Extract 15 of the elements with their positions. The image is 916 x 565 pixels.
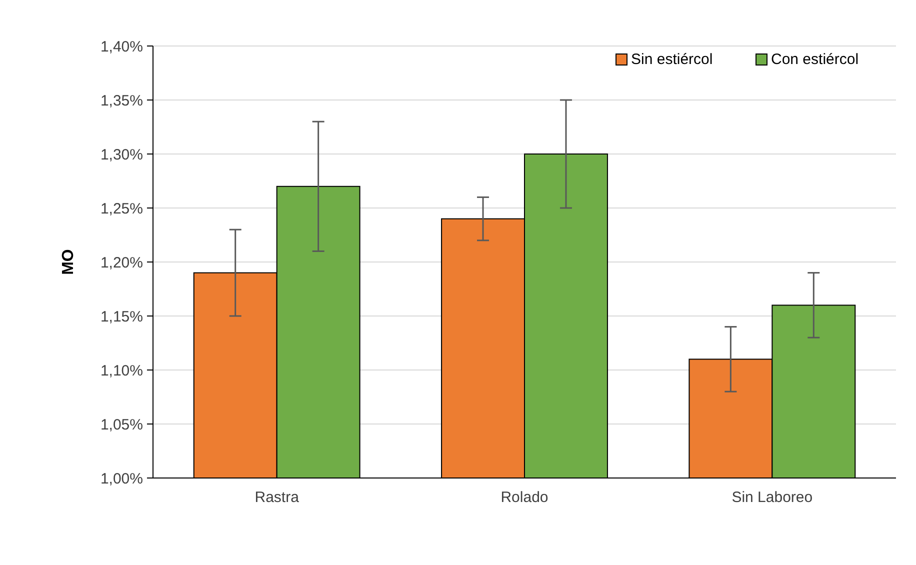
x-tick-label: Rolado [500,489,548,506]
x-tick-label: Rastra [254,489,300,506]
y-tick-label: 1,35% [100,92,143,110]
y-tick-label: 1,40% [100,38,143,56]
y-tick-label: 1,20% [100,254,143,272]
x-tick-label: Sin Laboreo [732,489,813,506]
legend-label: Con estiércol [771,51,859,68]
y-tick-label: 1,25% [100,200,143,218]
y-axis-title: MO [60,249,77,275]
y-tick-label: 1,05% [100,416,143,434]
y-tick-label: 1,00% [100,470,143,488]
y-tick-label: 1,15% [100,308,143,326]
y-tick-label: 1,10% [100,362,143,380]
y-tick-label: 1,30% [100,146,143,164]
legend-label: Sin estiércol [631,51,713,68]
